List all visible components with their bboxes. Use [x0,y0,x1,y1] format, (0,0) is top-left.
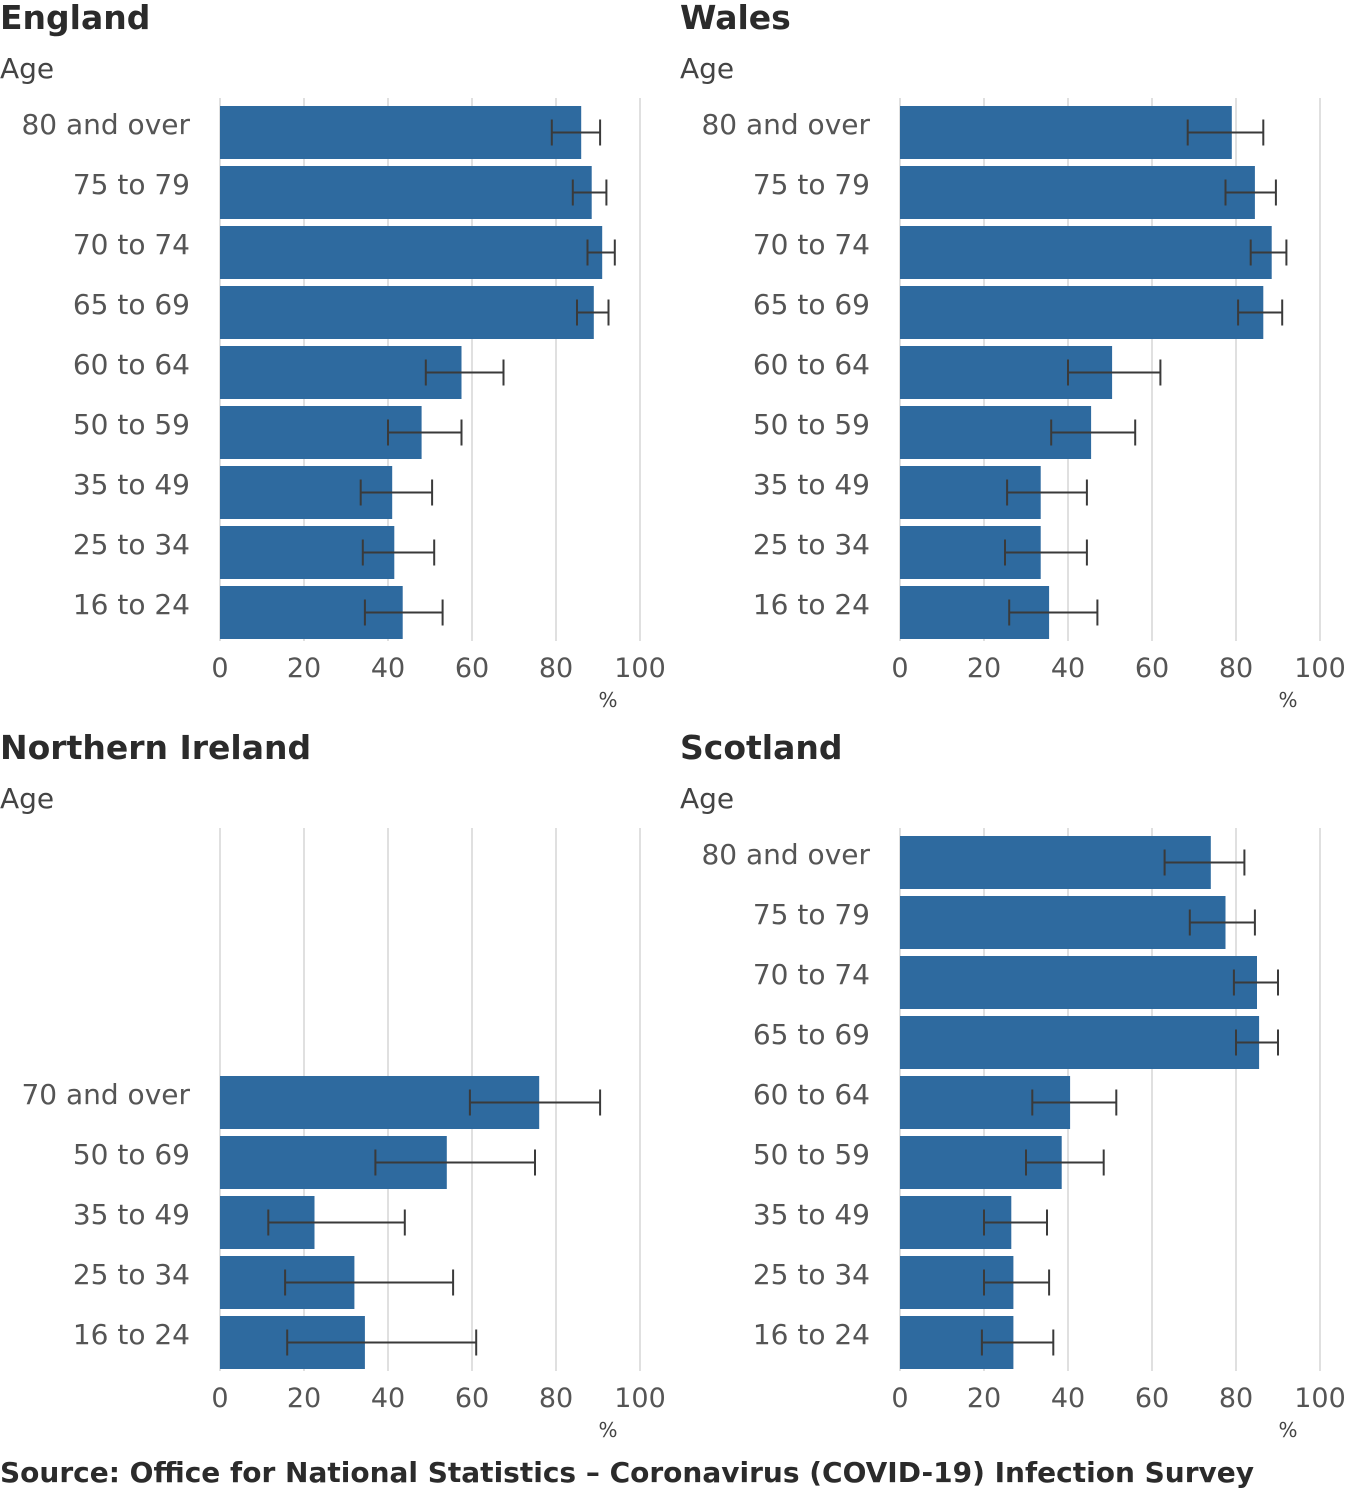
category-label: 50 to 69 [73,1138,190,1171]
x-tick-label: 60 [455,1383,489,1414]
x-tick-label: 0 [891,653,908,684]
chart-panel-wales: Wales Age 80 and over 75 to 79 70 to 74 65 to… [680,0,1346,712]
category-label: 50 to 59 [753,1138,870,1171]
category-label: 60 to 64 [753,348,870,381]
bar [900,836,1211,889]
bar [220,286,594,339]
bar [220,226,603,279]
category-label: 60 to 64 [753,1078,870,1111]
bar [900,286,1264,339]
chart-title: Northern Ireland [0,728,311,767]
x-tick-label: 100 [614,1383,666,1414]
category-label: 65 to 69 [73,288,190,321]
category-label: 35 to 49 [753,468,870,501]
category-label: 25 to 34 [73,528,190,561]
y-axis-title: Age [0,52,54,85]
x-tick-label: 40 [1051,1383,1085,1414]
category-label: 65 to 69 [753,1018,870,1051]
category-label: 70 to 74 [753,958,870,991]
category-label: 25 to 34 [753,1258,870,1291]
y-axis-title: Age [680,782,734,815]
category-label: 70 to 74 [73,228,190,261]
bar [900,166,1255,219]
chart-title: Scotland [680,728,842,767]
category-label: 70 and over [21,1078,190,1111]
category-label: 16 to 24 [753,1318,870,1351]
category-label: 70 to 74 [753,228,870,261]
source-note: Source: Office for National Statistics –… [0,1456,1254,1489]
x-tick-label: 20 [967,653,1001,684]
category-label: 35 to 49 [73,1198,190,1231]
category-label: 35 to 49 [753,1198,870,1231]
category-label: 65 to 69 [753,288,870,321]
y-axis-title: Age [0,782,54,815]
x-tick-label: 0 [891,1383,908,1414]
bar [900,896,1226,949]
x-tick-label: 60 [1135,653,1169,684]
x-axis-unit: % [598,688,617,712]
x-tick-label: 80 [539,1383,573,1414]
chart-title: England [0,0,150,37]
x-tick-label: 40 [371,653,405,684]
x-tick-label: 20 [967,1383,1001,1414]
bar [900,956,1257,1009]
x-tick-label: 100 [1294,653,1346,684]
category-label: 60 to 64 [73,348,190,381]
chart-title: Wales [680,0,791,37]
category-label: 16 to 24 [73,1318,190,1351]
bar [220,346,462,399]
category-label: 80 and over [701,838,870,871]
category-label: 50 to 59 [73,408,190,441]
x-tick-label: 80 [1219,653,1253,684]
category-label: 75 to 79 [753,168,870,201]
category-label: 16 to 24 [73,588,190,621]
x-tick-label: 20 [287,1383,321,1414]
bar [900,1016,1260,1069]
x-tick-label: 40 [371,1383,405,1414]
x-tick-label: 0 [211,1383,228,1414]
x-tick-label: 100 [1294,1383,1346,1414]
x-axis-unit: % [598,1418,617,1442]
bar [220,166,592,219]
x-axis-unit: % [1278,688,1297,712]
x-tick-label: 80 [1219,1383,1253,1414]
category-label: 80 and over [701,108,870,141]
category-label: 80 and over [21,108,190,141]
chart-panel-northern-ireland: Northern Ireland Age 70 and over 50 to 69 35… [0,728,666,1442]
category-label: 75 to 79 [753,898,870,931]
x-tick-label: 100 [614,653,666,684]
x-tick-label: 80 [539,653,573,684]
category-label: 50 to 59 [753,408,870,441]
bar [900,226,1272,279]
category-label: 25 to 34 [73,1258,190,1291]
x-axis-unit: % [1278,1418,1297,1442]
x-tick-label: 20 [287,653,321,684]
x-tick-label: 60 [1135,1383,1169,1414]
category-label: 75 to 79 [73,168,190,201]
category-label: 25 to 34 [753,528,870,561]
bar [220,106,582,159]
bar [900,106,1232,159]
x-tick-label: 60 [455,653,489,684]
chart-panel-scotland: Scotland Age 80 and over 75 to 79 70 to 74 65… [680,728,1346,1442]
chart-panel-england: England Age 80 and over 75 to 79 70 to 74 65 … [0,0,666,712]
category-label: 35 to 49 [73,468,190,501]
x-tick-label: 0 [211,653,228,684]
x-tick-label: 40 [1051,653,1085,684]
category-label: 16 to 24 [753,588,870,621]
y-axis-title: Age [680,52,734,85]
